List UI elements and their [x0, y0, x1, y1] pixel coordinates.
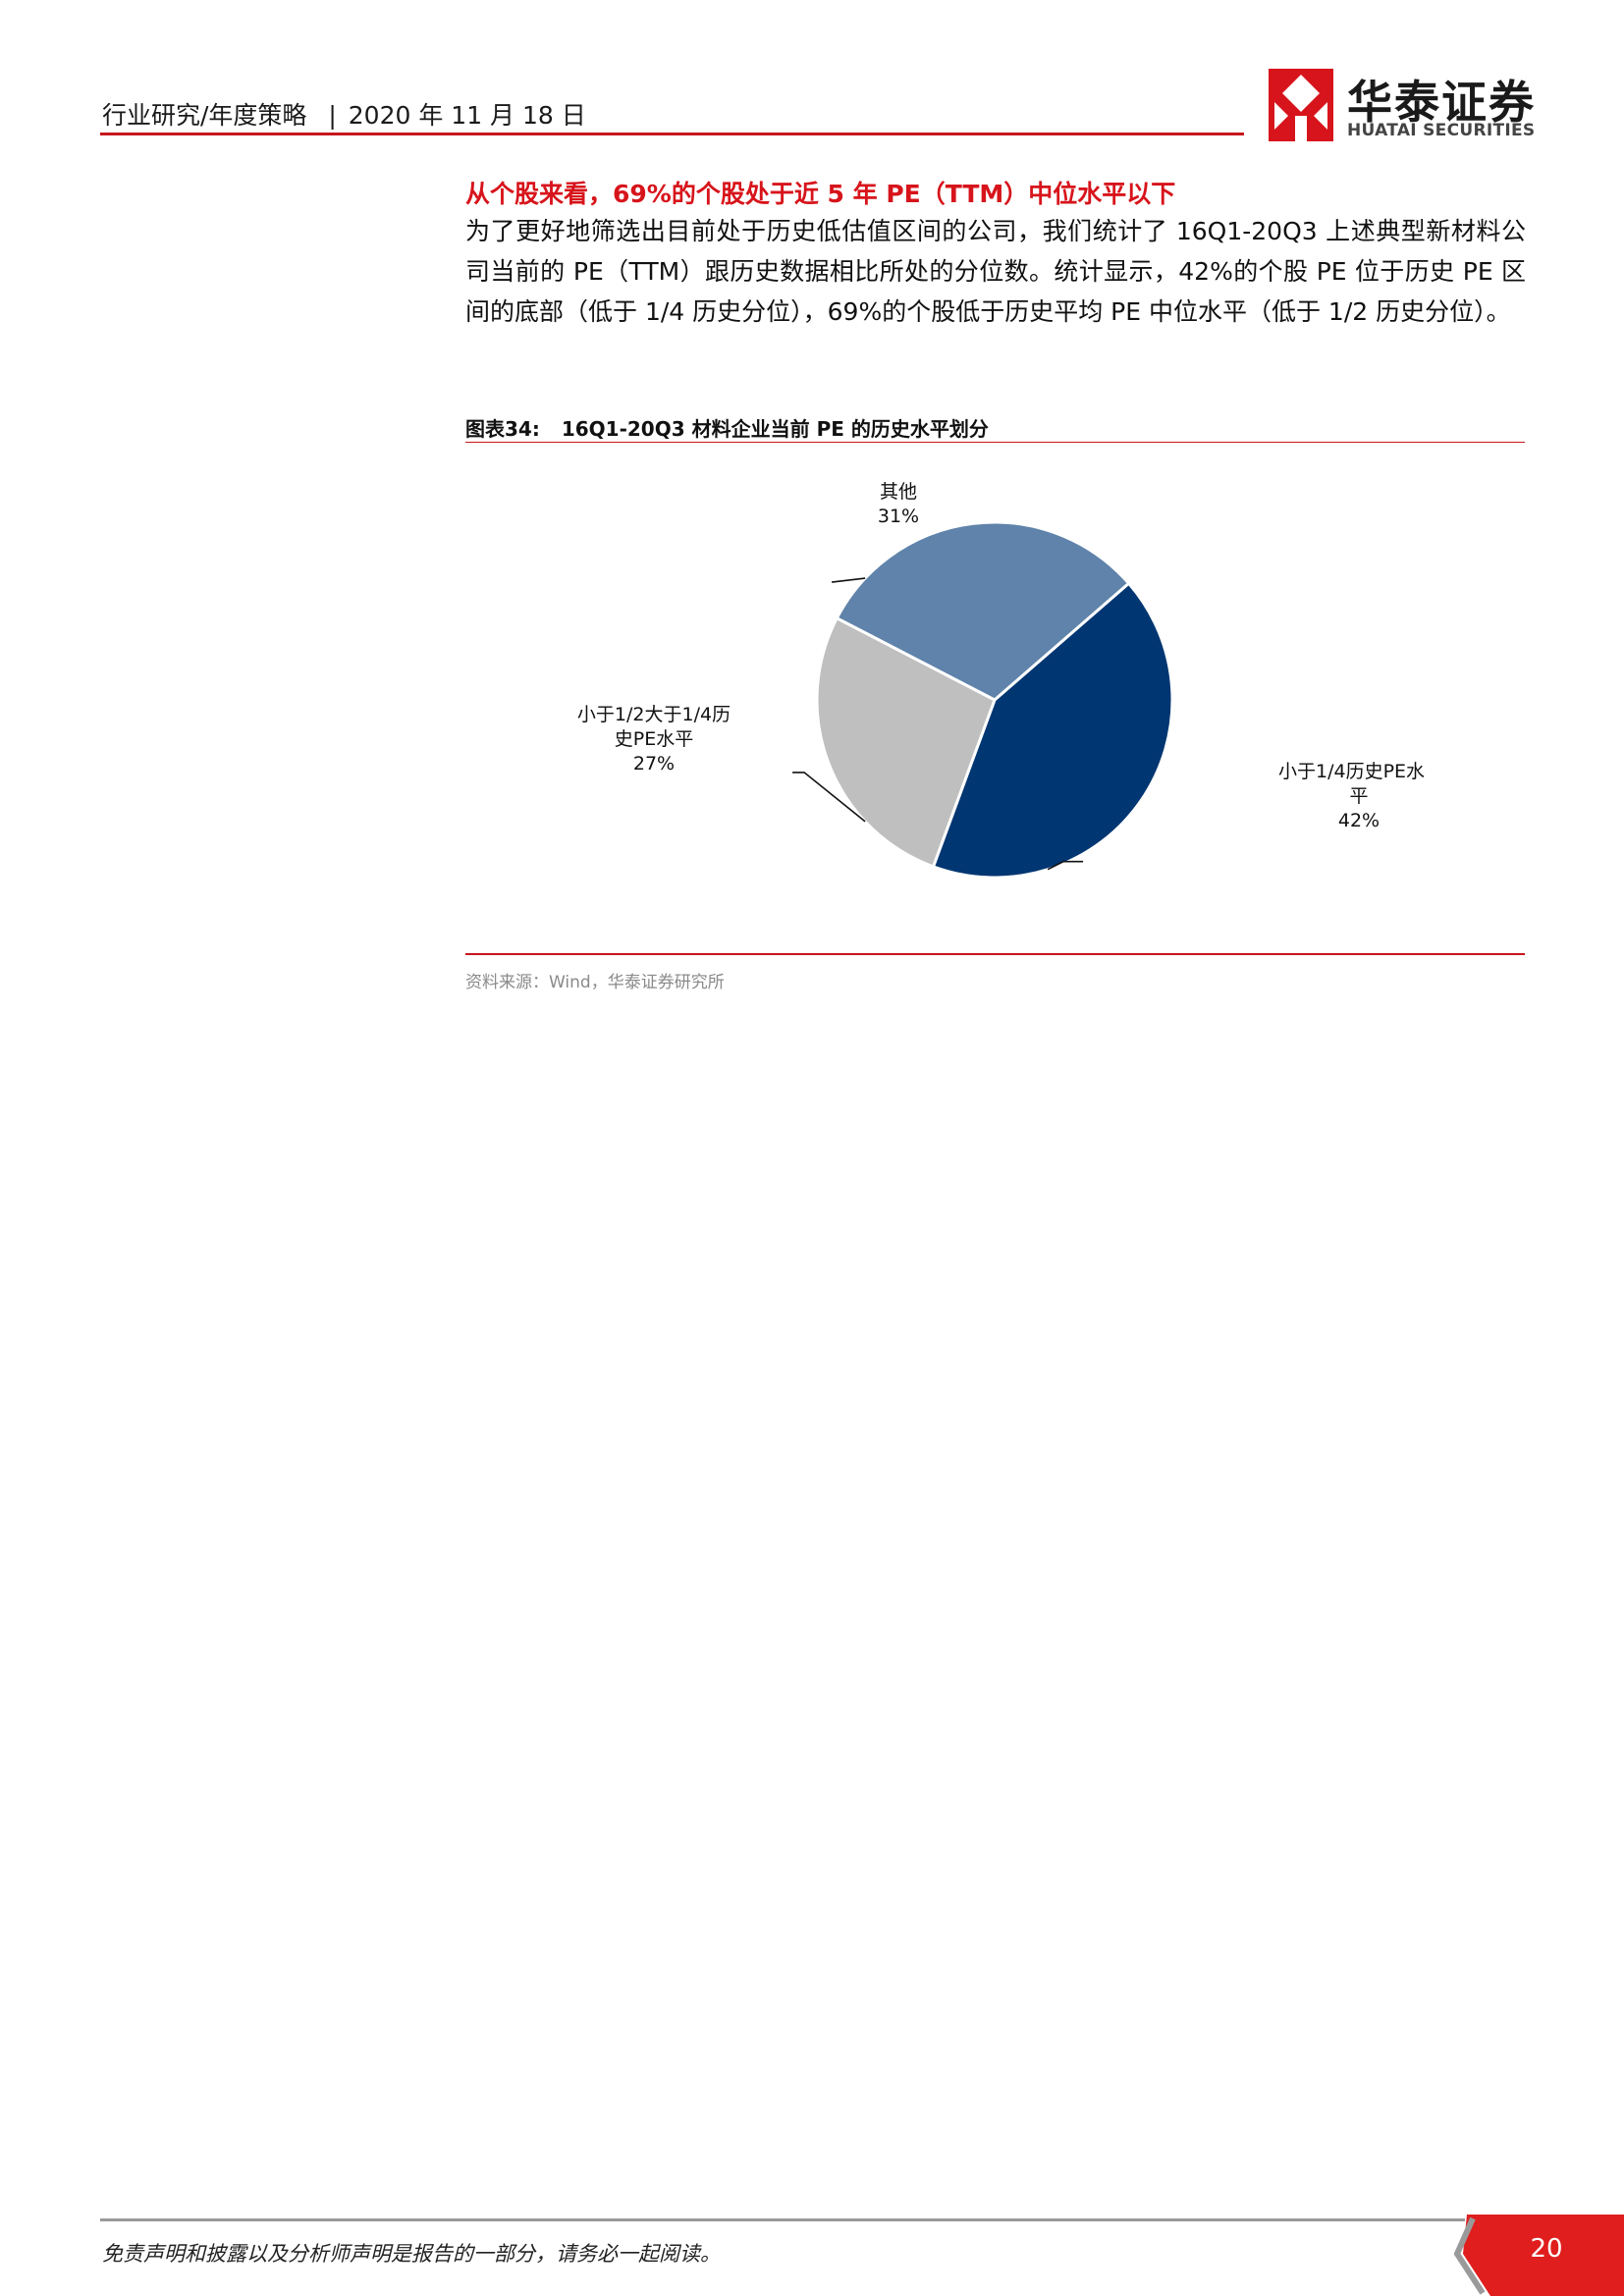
figure-bottom-rule [465, 953, 1525, 955]
pie-leader-line-1 [792, 772, 866, 823]
footer-disclaimer: 免责声明和披露以及分析师声明是报告的一部分，请务必一起阅读。 [102, 2242, 721, 2266]
header-rule [100, 133, 1244, 135]
page-number-tab [1453, 2215, 1624, 2296]
brand-name-cn: 华泰证券 [1347, 76, 1536, 129]
huatai-logo-icon [1269, 69, 1333, 141]
pie-slice-value-2: 31% [878, 506, 919, 527]
pie-slice-label-1-line-1: 史PE水平 [615, 728, 693, 750]
pie-slice-0 [931, 581, 1174, 880]
source-note: 资料来源：Wind，华泰证券研究所 [465, 973, 725, 992]
pie-leader-line-2 [832, 577, 866, 583]
header-meta: 行业研究/年度策略 | 2020 年 11 月 18 日 [102, 96, 586, 132]
body-paragraph: 为了更好地筛选出目前处于历史低估值区间的公司，我们统计了 16Q1-20Q3 上… [465, 217, 1526, 326]
pie-slice-label-2-line-0: 其他 [880, 481, 917, 503]
figure-caption: 图表34: 16Q1-20Q3 材料企业当前 PE 的历史水平划分 [465, 413, 989, 442]
brand-name-en: HUATAI SECURITIES [1347, 121, 1536, 140]
pie-slice-1 [815, 615, 997, 869]
header-separator: | [328, 101, 337, 130]
pie-leader-lines [792, 577, 1084, 871]
pie-slice-2 [835, 520, 1131, 702]
pie-slice-label-0-line-1: 平 [1349, 785, 1368, 807]
footer-rule [100, 2218, 1465, 2221]
figure-number: 图表34: [465, 417, 540, 441]
pie-slice-label-0-line-0: 小于1/4历史PE水 [1278, 761, 1425, 782]
pie-leader-line-0 [1047, 860, 1084, 871]
caption-rule [465, 442, 1525, 443]
section-title: 从个股来看，69%的个股处于近 5 年 PE（TTM）中位水平以下 [465, 180, 1176, 208]
report-date: 2020 年 11 月 18 日 [348, 101, 586, 130]
figure-title: 16Q1-20Q3 材料企业当前 PE 的历史水平划分 [561, 417, 989, 441]
pie-slice-value-0: 42% [1338, 810, 1380, 831]
pie-slice-value-1: 27% [633, 753, 675, 774]
pie-slices [815, 520, 1174, 880]
pie-slice-label-1-line-0: 小于1/2大于1/4历 [577, 704, 731, 725]
report-category: 行业研究/年度策略 [102, 101, 307, 130]
page-number: 20 [1530, 2234, 1563, 2264]
